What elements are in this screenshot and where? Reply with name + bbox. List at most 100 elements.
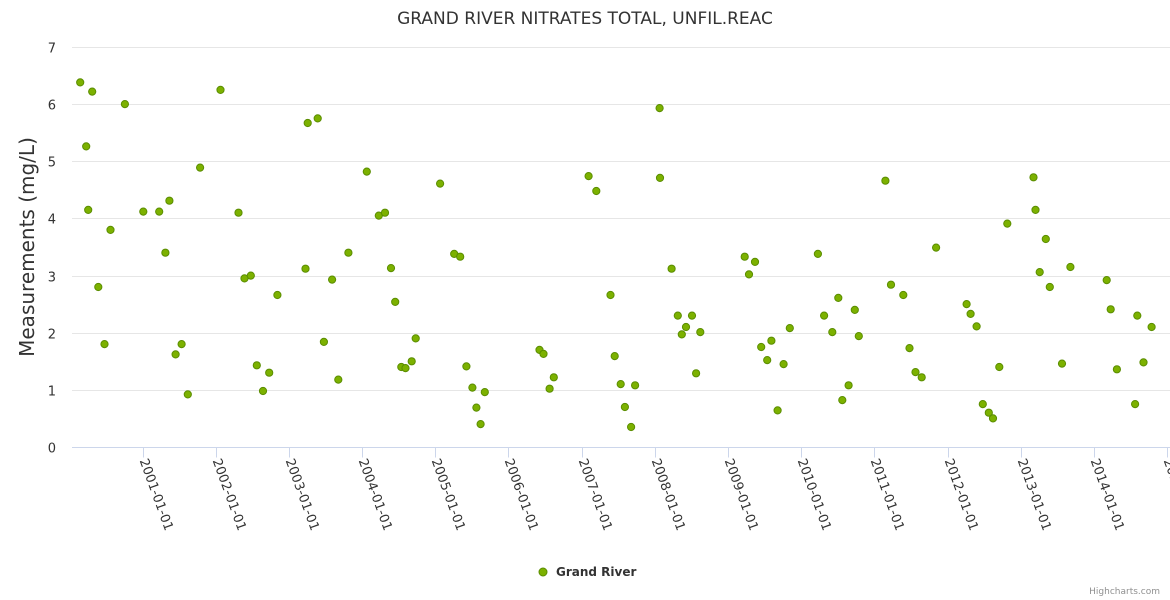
- data-point: [155, 207, 164, 216]
- x-tick-label: 2007-01-01: [575, 457, 615, 533]
- data-point: [978, 400, 987, 409]
- data-point: [828, 328, 837, 337]
- data-point: [844, 381, 853, 390]
- data-point: [881, 176, 890, 185]
- data-point: [82, 142, 91, 151]
- y-tick-label: 7: [48, 42, 56, 57]
- data-point: [84, 205, 93, 214]
- data-point: [785, 324, 794, 333]
- data-point: [1102, 276, 1111, 285]
- data-point: [932, 243, 941, 252]
- x-tick-label: 2006-01-01: [501, 457, 541, 533]
- data-point: [744, 270, 754, 279]
- y-tick-label: 5: [48, 156, 56, 171]
- x-tick-label: 2014-01-01: [1087, 457, 1127, 533]
- data-point: [258, 386, 268, 396]
- data-point: [476, 420, 485, 429]
- data-point: [1112, 365, 1122, 374]
- data-point: [303, 118, 312, 128]
- data-point: [1045, 282, 1054, 292]
- chart-title: GRAND RIVER NITRATES TOTAL, UNFIL.REAC: [397, 9, 773, 29]
- data-point: [401, 364, 410, 373]
- data-point: [962, 300, 971, 309]
- data-point: [667, 264, 676, 273]
- data-point: [886, 280, 896, 289]
- data-point: [620, 402, 630, 412]
- data-points: [76, 78, 1156, 432]
- data-point: [171, 350, 180, 359]
- data-point: [995, 362, 1004, 372]
- x-tick-label: 2001-01-01: [136, 457, 176, 533]
- data-point: [407, 357, 416, 366]
- data-point: [472, 403, 481, 412]
- data-point: [850, 305, 859, 314]
- data-point: [1139, 358, 1148, 367]
- data-point: [631, 381, 640, 390]
- data-point: [301, 264, 310, 273]
- data-point: [1057, 359, 1067, 368]
- data-point: [456, 252, 465, 261]
- data-point: [763, 356, 772, 365]
- data-point: [120, 100, 130, 109]
- data-point: [252, 361, 261, 370]
- y-tick-label: 3: [48, 271, 56, 286]
- legend-marker[interactable]: [538, 567, 548, 577]
- data-point: [334, 375, 343, 384]
- data-point: [196, 163, 205, 172]
- data-point: [165, 196, 174, 205]
- data-point: [462, 362, 471, 371]
- data-point: [917, 373, 926, 382]
- grid: [72, 47, 1170, 391]
- data-point: [1029, 173, 1038, 182]
- data-point: [411, 334, 420, 343]
- data-point: [655, 104, 664, 113]
- y-tick-label: 0: [48, 442, 56, 457]
- data-point: [911, 368, 920, 377]
- data-point: [362, 167, 371, 176]
- data-point: [627, 422, 636, 432]
- x-tick-label: 2009-01-01: [721, 457, 761, 533]
- y-tick-label: 2: [48, 328, 56, 343]
- data-point: [1031, 205, 1040, 214]
- axes: 0 1 2 3 4 5 6 7 2001-01-01 2002-01-01 2003-01-01 20…: [48, 42, 1170, 533]
- x-tick-label: 2010-01-01: [794, 457, 834, 533]
- data-point: [94, 282, 103, 292]
- data-point: [549, 373, 558, 382]
- credits-link[interactable]: Highcharts.com: [1089, 587, 1160, 597]
- data-point: [88, 87, 97, 96]
- data-point: [386, 264, 396, 273]
- data-point: [539, 349, 548, 358]
- data-point: [677, 330, 686, 339]
- data-point: [1041, 234, 1050, 244]
- data-point: [813, 249, 823, 258]
- x-tick-label: 2013-01-01: [1014, 457, 1054, 533]
- legend-item-grand-river[interactable]: Grand River: [556, 565, 636, 579]
- data-point: [1131, 400, 1140, 409]
- data-point: [966, 309, 975, 318]
- x-tick-label: 2002-01-01: [209, 457, 249, 533]
- x-tick-label: 2008-01-01: [648, 457, 688, 533]
- y-tick-label: 1: [48, 385, 56, 400]
- data-point: [984, 408, 993, 417]
- data-point: [246, 271, 255, 280]
- data-point: [273, 290, 282, 300]
- data-point: [584, 172, 593, 181]
- x-tick-label: 2003-01-01: [282, 457, 322, 533]
- legend[interactable]: Grand River: [538, 565, 636, 579]
- data-point: [767, 336, 776, 345]
- x-tick-label: 2004-01-01: [355, 457, 395, 533]
- data-point: [616, 380, 625, 389]
- data-point: [681, 322, 691, 332]
- data-point: [1066, 262, 1075, 272]
- data-point: [139, 207, 148, 216]
- data-point: [234, 208, 243, 217]
- data-point: [696, 328, 705, 337]
- data-point: [1003, 219, 1012, 228]
- x-tick-label: 2012-01-01: [941, 457, 981, 533]
- data-point: [838, 396, 847, 405]
- data-point: [313, 114, 322, 123]
- data-point: [592, 186, 601, 196]
- x-tick-label: 2005-01-01: [428, 457, 468, 533]
